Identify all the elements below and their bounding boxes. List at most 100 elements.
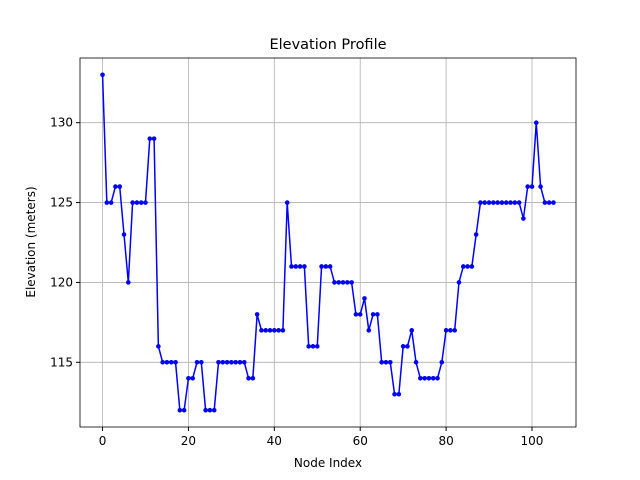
marker	[108, 200, 114, 205]
marker	[190, 375, 196, 381]
marker	[362, 296, 367, 301]
marker	[495, 200, 500, 205]
marker	[216, 360, 221, 365]
marker	[448, 328, 453, 333]
marker	[491, 200, 496, 205]
marker	[486, 200, 492, 205]
marker	[465, 264, 470, 269]
marker	[293, 264, 299, 269]
marker	[237, 360, 243, 365]
marker	[512, 200, 518, 205]
marker	[551, 200, 556, 205]
marker	[220, 360, 226, 365]
marker	[332, 280, 337, 285]
marker	[499, 200, 505, 205]
marker	[177, 407, 183, 413]
marker	[130, 200, 135, 205]
marker	[117, 184, 123, 189]
marker	[443, 328, 449, 333]
marker	[546, 200, 552, 205]
marker	[327, 264, 333, 269]
marker	[357, 312, 363, 317]
marker	[100, 72, 105, 78]
marker	[250, 375, 256, 381]
marker	[284, 200, 290, 205]
marker	[405, 344, 410, 349]
line	[101, 74, 554, 411]
marker	[181, 407, 187, 413]
marker	[439, 360, 445, 365]
marker	[375, 312, 380, 317]
marker	[366, 328, 372, 333]
marker	[542, 200, 548, 205]
marker	[525, 184, 530, 189]
marker	[186, 375, 191, 381]
marker	[482, 200, 488, 205]
marker	[392, 391, 397, 397]
marker	[259, 328, 264, 333]
marker	[207, 407, 213, 413]
y-tick-label: 115	[50, 355, 73, 369]
marker	[370, 312, 376, 317]
marker	[254, 312, 260, 317]
marker	[233, 360, 238, 365]
marker	[413, 360, 419, 365]
marker	[147, 136, 153, 141]
marker	[280, 328, 286, 333]
marker	[409, 328, 415, 333]
marker	[422, 375, 427, 381]
marker	[387, 360, 393, 365]
marker	[379, 360, 384, 365]
y-axis-label: Elevation (meters)	[24, 186, 38, 297]
marker	[340, 280, 346, 285]
marker	[272, 328, 277, 333]
marker	[319, 264, 324, 269]
marker	[310, 344, 316, 349]
marker	[203, 407, 208, 413]
marker	[126, 280, 131, 285]
marker	[199, 360, 204, 365]
marker	[538, 184, 543, 189]
marker	[430, 375, 436, 381]
marker	[478, 200, 483, 205]
x-tick-label: 40	[267, 434, 282, 448]
marker	[151, 136, 157, 141]
marker	[121, 232, 127, 237]
marker	[349, 280, 354, 285]
marker	[396, 391, 402, 397]
marker	[323, 264, 329, 269]
marker	[289, 264, 294, 269]
marker	[345, 280, 350, 285]
x-tick-label: 100	[521, 434, 544, 448]
marker	[143, 200, 148, 205]
x-tick-label: 80	[438, 434, 453, 448]
marker	[211, 407, 217, 413]
marker	[456, 280, 462, 285]
marker	[168, 360, 174, 365]
marker	[138, 200, 144, 205]
marker	[336, 280, 342, 285]
marker	[267, 328, 273, 333]
marker	[418, 375, 423, 381]
marker	[241, 360, 247, 365]
x-axis-label: Node Index	[294, 456, 362, 470]
marker	[246, 375, 251, 381]
marker	[297, 264, 303, 269]
marker	[306, 344, 311, 349]
marker	[134, 200, 140, 205]
marker	[460, 264, 466, 269]
marker	[113, 184, 118, 189]
y-tick-label: 125	[50, 196, 73, 210]
marker	[508, 200, 513, 205]
marker	[194, 360, 200, 365]
marker	[160, 360, 165, 365]
marker	[156, 344, 161, 349]
marker	[104, 200, 110, 205]
marker	[164, 360, 170, 365]
marker	[263, 328, 269, 333]
marker	[516, 200, 522, 205]
marker	[229, 360, 234, 365]
plot-frame	[79, 57, 577, 428]
marker	[503, 200, 509, 205]
